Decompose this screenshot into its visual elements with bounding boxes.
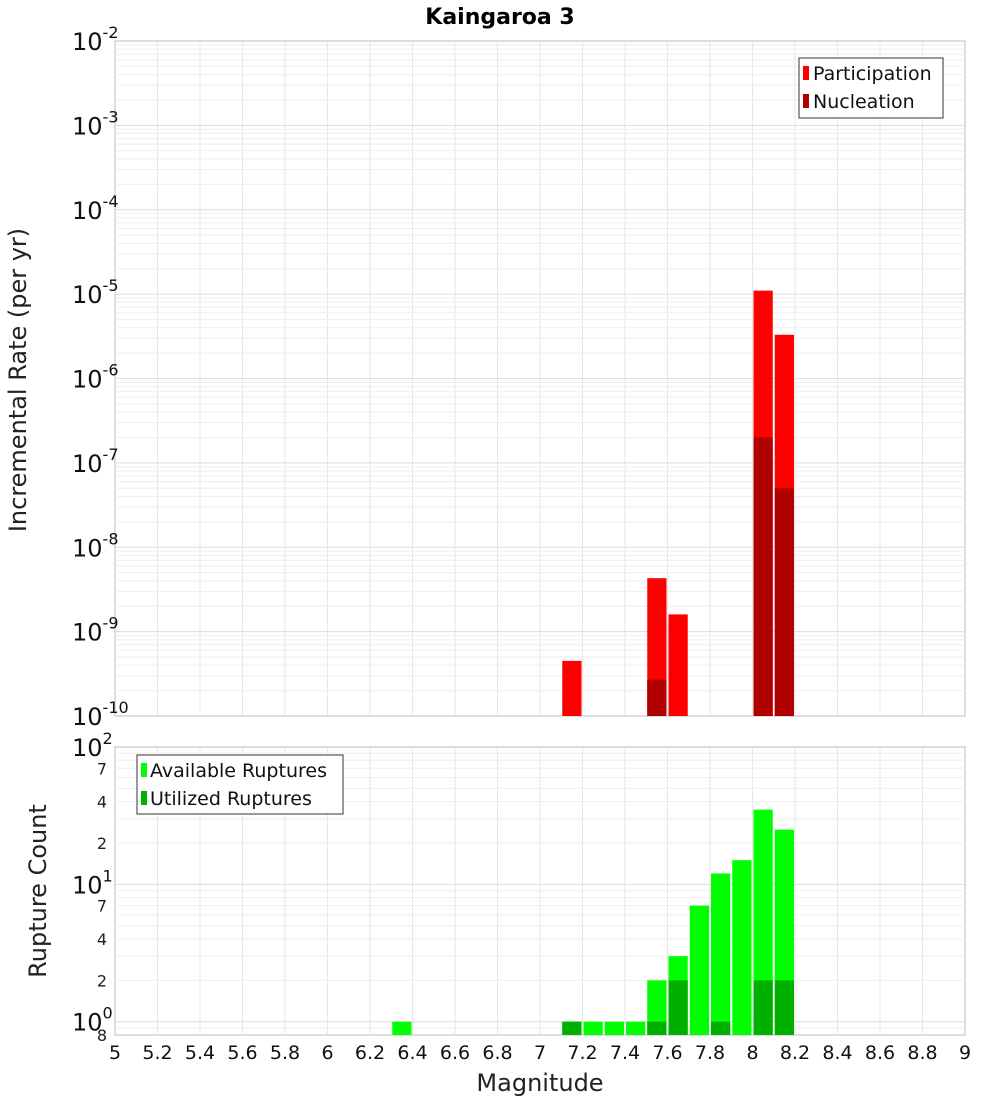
utilized-ruptures-bar bbox=[647, 1021, 667, 1035]
bottom-y-tick-label: 101 bbox=[72, 866, 113, 899]
top-y-ticks: 10-2 10-3 10-4 10-5 10-6 10-7 10-8 10-9 10-10 bbox=[72, 23, 129, 731]
participation-bar bbox=[668, 614, 688, 716]
bottom-y-minor-tick-label: 7 bbox=[97, 897, 107, 916]
x-tick-label: 8 bbox=[746, 1042, 758, 1064]
utilized-ruptures-bar bbox=[711, 1021, 731, 1035]
x-tick-label: 5.4 bbox=[185, 1042, 215, 1064]
x-tick-label: 8.4 bbox=[822, 1042, 852, 1064]
bottom-y-tick-label: 102 bbox=[72, 729, 113, 762]
bottom-y-minor-tick-label: 4 bbox=[97, 793, 107, 812]
nucleation-bar bbox=[774, 488, 794, 716]
x-tick-label: 6.6 bbox=[440, 1042, 470, 1064]
top-panel: 10-2 10-3 10-4 10-5 10-6 10-7 10-8 10-9 10-10 In… bbox=[4, 23, 966, 731]
top-y-tick-label: 10-4 bbox=[72, 192, 119, 225]
bottom-y-axis-title: Rupture Count bbox=[24, 804, 52, 978]
top-bars bbox=[562, 290, 794, 716]
available-ruptures-bar bbox=[583, 1021, 603, 1035]
x-ticks: 5 5.2 5.4 5.6 5.8 6 6.2 6.4 6.6 6.8 7 7.2 7.4 7.6 7.8 8… bbox=[109, 1042, 971, 1064]
legend-swatch-available bbox=[141, 763, 147, 777]
legend-label-nucleation: Nucleation bbox=[813, 91, 915, 113]
x-tick-label: 7.6 bbox=[652, 1042, 682, 1064]
legend-label-available: Available Ruptures bbox=[150, 760, 327, 782]
bottom-bars bbox=[392, 809, 794, 1035]
x-axis-title: Magnitude bbox=[476, 1069, 603, 1097]
x-tick-label: 6.2 bbox=[355, 1042, 385, 1064]
utilized-ruptures-bar bbox=[774, 980, 794, 1035]
bottom-legend-box bbox=[136, 754, 344, 815]
bottom-y-ticks: 102 101 100 7 4 2 7 4 2 8 bbox=[72, 729, 113, 1045]
participation-bar bbox=[562, 660, 582, 716]
x-tick-label: 7 bbox=[534, 1042, 546, 1064]
legend-swatch-participation bbox=[803, 66, 809, 80]
top-legend-box bbox=[798, 57, 944, 119]
x-tick-label: 5.8 bbox=[270, 1042, 300, 1064]
top-y-tick-label: 10-5 bbox=[72, 276, 119, 309]
utilized-ruptures-bar bbox=[668, 980, 688, 1035]
x-tick-label: 8.2 bbox=[780, 1042, 810, 1064]
bottom-panel: 102 101 100 7 4 2 7 4 2 8 5 5.2 5.4 5.6 5.8 6 6.2 6.4 6.6… bbox=[24, 729, 971, 1097]
available-ruptures-bar bbox=[626, 1021, 646, 1035]
utilized-ruptures-bar bbox=[562, 1021, 582, 1035]
nucleation-bar bbox=[753, 437, 773, 716]
top-grid bbox=[115, 41, 965, 716]
bottom-y-minor-tick-label: 4 bbox=[97, 930, 107, 949]
x-tick-label: 5.6 bbox=[227, 1042, 257, 1064]
available-ruptures-bar bbox=[732, 860, 752, 1035]
top-legend: Participation Nucleation bbox=[798, 57, 944, 119]
x-tick-label: 6 bbox=[321, 1042, 333, 1064]
x-tick-label: 9 bbox=[959, 1042, 971, 1064]
top-y-tick-label: 10-8 bbox=[72, 529, 119, 562]
bottom-y-tick-label: 100 bbox=[72, 1004, 113, 1037]
top-y-tick-label: 10-10 bbox=[72, 698, 129, 731]
bottom-y-minor-tick-label: 8 bbox=[97, 1026, 107, 1045]
x-tick-label: 8.8 bbox=[907, 1042, 937, 1064]
top-y-tick-label: 10-9 bbox=[72, 614, 119, 647]
available-ruptures-bar bbox=[392, 1021, 412, 1035]
bottom-y-minor-tick-label: 7 bbox=[97, 759, 107, 778]
x-tick-label: 7.2 bbox=[567, 1042, 597, 1064]
available-ruptures-bar bbox=[753, 809, 773, 1035]
x-tick-label: 6.8 bbox=[482, 1042, 512, 1064]
top-y-tick-label: 10-6 bbox=[72, 361, 119, 394]
utilized-ruptures-bar bbox=[753, 980, 773, 1035]
x-tick-label: 7.8 bbox=[695, 1042, 725, 1064]
top-y-axis-title: Incremental Rate (per yr) bbox=[4, 228, 32, 532]
bottom-y-minor-tick-label: 2 bbox=[97, 971, 107, 990]
top-y-tick-label: 10-2 bbox=[72, 23, 119, 56]
available-ruptures-bar bbox=[647, 980, 667, 1035]
legend-swatch-nucleation bbox=[803, 94, 809, 108]
x-tick-label: 5.2 bbox=[142, 1042, 172, 1064]
top-y-tick-label: 10-3 bbox=[72, 107, 119, 140]
bottom-y-minor-tick-label: 2 bbox=[97, 834, 107, 853]
legend-swatch-utilized bbox=[141, 791, 147, 805]
available-ruptures-bar bbox=[604, 1021, 624, 1035]
nucleation-bar bbox=[647, 679, 667, 716]
x-tick-label: 5 bbox=[109, 1042, 121, 1064]
top-y-tick-label: 10-7 bbox=[72, 445, 119, 478]
x-tick-label: 7.4 bbox=[610, 1042, 640, 1064]
bottom-legend: Available Ruptures Utilized Ruptures bbox=[136, 754, 344, 815]
x-tick-label: 8.6 bbox=[865, 1042, 895, 1064]
available-ruptures-bar bbox=[711, 873, 731, 1035]
legend-label-utilized: Utilized Ruptures bbox=[150, 788, 312, 810]
legend-label-participation: Participation bbox=[813, 63, 932, 85]
chart-title: Kaingaroa 3 bbox=[425, 5, 574, 30]
available-ruptures-bar bbox=[689, 905, 709, 1035]
x-tick-label: 6.4 bbox=[397, 1042, 427, 1064]
